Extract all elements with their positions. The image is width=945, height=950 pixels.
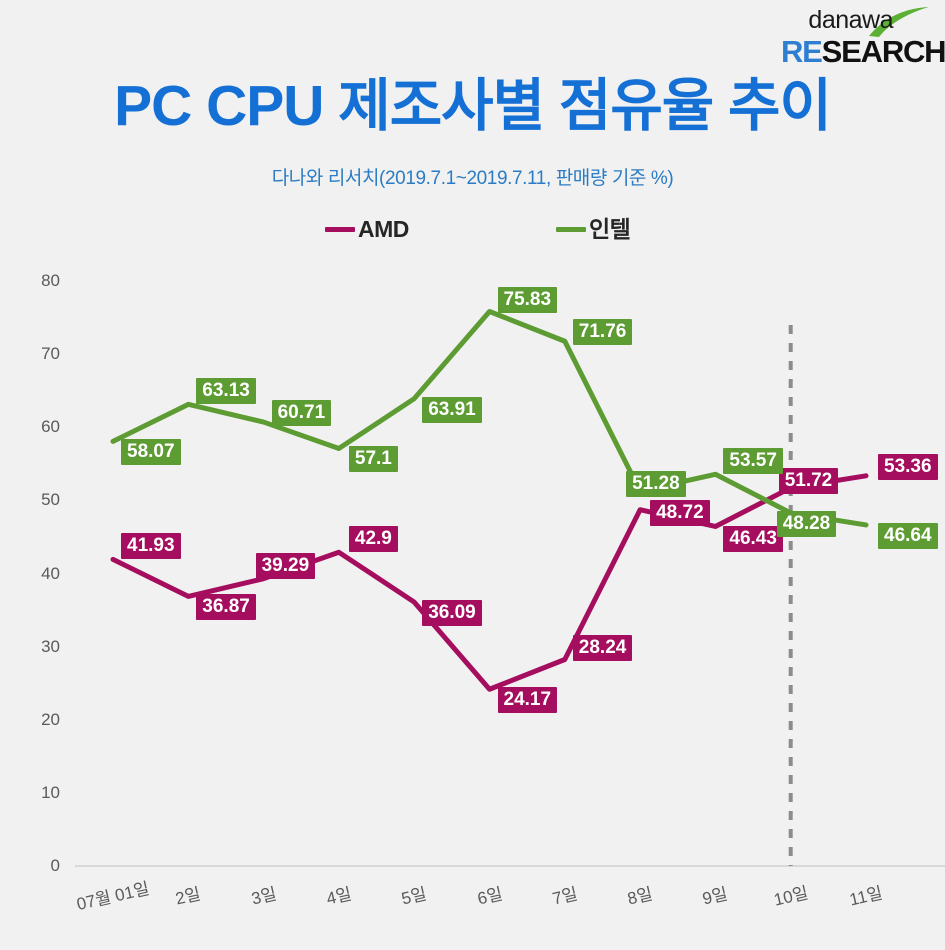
y-axis-tick-80: 80 [41, 271, 60, 290]
legend-item-amd[interactable]: AMD [325, 218, 409, 241]
logo-search-text: SEARCH [821, 34, 945, 69]
data-label-intel-5: 75.83 [497, 287, 558, 314]
y-axis-tick-50: 50 [41, 490, 60, 510]
legend-swatch-intel [556, 227, 586, 232]
data-label-amd-8: 46.43 [723, 526, 783, 553]
data-label-amd-10: 53.36 [878, 453, 938, 480]
logo-danawa-text: danawa [808, 6, 893, 34]
data-label-intel-6: 71.76 [572, 319, 633, 346]
data-label-intel-4: 63.91 [422, 396, 482, 423]
data-label-intel-2: 60.71 [271, 400, 332, 427]
data-label-intel-8: 53.57 [723, 448, 783, 475]
y-axis-tick-70: 70 [41, 344, 60, 364]
y-axis-tick-20: 20 [41, 709, 60, 729]
data-label-amd-7: 48.72 [650, 499, 710, 526]
y-axis-tick-0: 0 [50, 856, 60, 875]
data-label-intel-0: 58.07 [121, 439, 181, 466]
chart-legend: AMD 인텔 [0, 218, 945, 248]
data-label-amd-5: 24.17 [497, 687, 558, 714]
y-axis-tick-30: 30 [41, 636, 60, 656]
data-label-amd-0: 41.93 [121, 533, 181, 560]
legend-label-intel: 인텔 [589, 216, 631, 242]
data-label-amd-2: 39.29 [255, 552, 316, 579]
data-label-amd-6: 28.24 [572, 635, 633, 662]
y-axis-tick-40: 40 [41, 563, 60, 583]
danawa-research-logo: danawa RESEARCH [781, 6, 945, 70]
data-label-intel-10: 46.64 [878, 522, 938, 549]
y-axis-tick-10: 10 [41, 782, 60, 802]
logo-research-text: RESEARCH [781, 36, 945, 67]
logo-swoosh-icon [869, 7, 929, 37]
data-label-amd-1: 36.87 [196, 594, 256, 621]
data-label-amd-3: 42.9 [348, 526, 398, 553]
data-label-intel-1: 63.13 [196, 378, 256, 405]
data-label-intel-9: 48.28 [776, 510, 837, 537]
y-axis-tick-60: 60 [41, 417, 60, 437]
legend-item-intel[interactable]: 인텔 [556, 216, 631, 242]
data-label-intel-7: 51.28 [626, 471, 686, 497]
page-title: PC CPU 제조사별 점유율 추이 [114, 74, 832, 138]
data-label-intel-3: 57.1 [348, 446, 398, 473]
logo-re-text: RE [781, 34, 823, 69]
page-subtitle: 다나와 리서치(2019.7.1~2019.7.11, 판매량 기준 %) [271, 168, 674, 189]
legend-label-amd: AMD [358, 216, 409, 242]
data-label-amd-9: 51.72 [778, 467, 839, 494]
legend-swatch-amd [325, 227, 355, 232]
data-label-amd-4: 36.09 [422, 600, 482, 627]
